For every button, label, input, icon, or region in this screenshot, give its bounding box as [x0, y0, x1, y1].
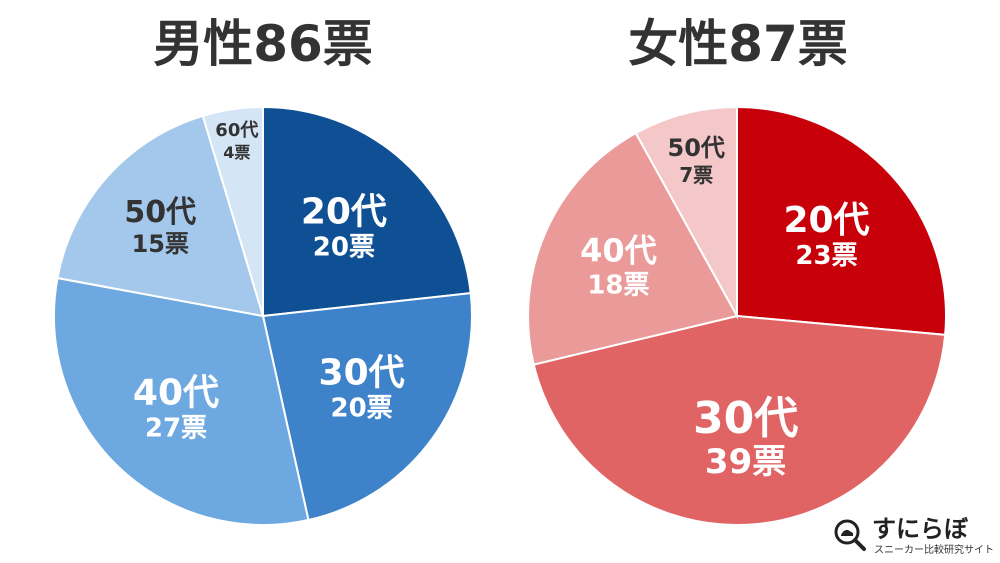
- chart-title-women: 女性87票: [628, 15, 848, 73]
- site-logo: すにらぼ スニーカー比較研究サイト: [832, 515, 994, 561]
- pie-label-age-men-3: 50代: [124, 195, 196, 230]
- chart-title-men: 男性86票: [153, 15, 373, 73]
- pie-label-votes-men-1: 20票: [330, 394, 392, 424]
- pie-slice-women-3: [634, 105, 738, 320]
- pie-label-age-women-3: 50代: [668, 134, 725, 162]
- logo-tagline: スニーカー比較研究サイト: [874, 545, 994, 556]
- pie-label-age-women-2: 40代: [580, 232, 657, 270]
- pie-label-votes-women-3: 7票: [679, 163, 713, 187]
- pie-label-votes-women-1: 39票: [705, 442, 786, 482]
- pie-slice-men-0: [262, 105, 472, 318]
- pie-label-age-men-4: 60代: [215, 120, 258, 141]
- pie-label-votes-women-2: 18票: [587, 271, 649, 301]
- pie-slice-women-2: [527, 131, 739, 366]
- pie-label-age-men-2: 40代: [133, 372, 219, 413]
- magnifier-sneaker-icon: [834, 519, 866, 551]
- pie-label-age-women-0: 20代: [783, 200, 869, 241]
- pie-slice-men-2: [53, 276, 310, 526]
- pie-slice-men-1: [261, 292, 473, 522]
- pie-label-votes-men-4: 4票: [223, 143, 250, 162]
- pie-label-age-men-1: 30代: [319, 353, 405, 394]
- pie-slice-men-3: [56, 114, 265, 318]
- pie-label-age-women-1: 30代: [693, 393, 798, 444]
- logo-name: すにらぼ: [872, 515, 968, 543]
- pie-label-votes-men-3: 15票: [132, 230, 189, 258]
- pie-label-votes-men-2: 27票: [145, 413, 207, 443]
- pie-label-votes-men-0: 20票: [313, 233, 375, 263]
- pie-label-age-men-0: 20代: [301, 192, 387, 233]
- pie-slice-women-0: [736, 105, 947, 336]
- pie-label-votes-women-0: 23票: [795, 241, 857, 271]
- pie-slice-women-1: [532, 314, 947, 526]
- pie-slice-men-4: [201, 105, 264, 317]
